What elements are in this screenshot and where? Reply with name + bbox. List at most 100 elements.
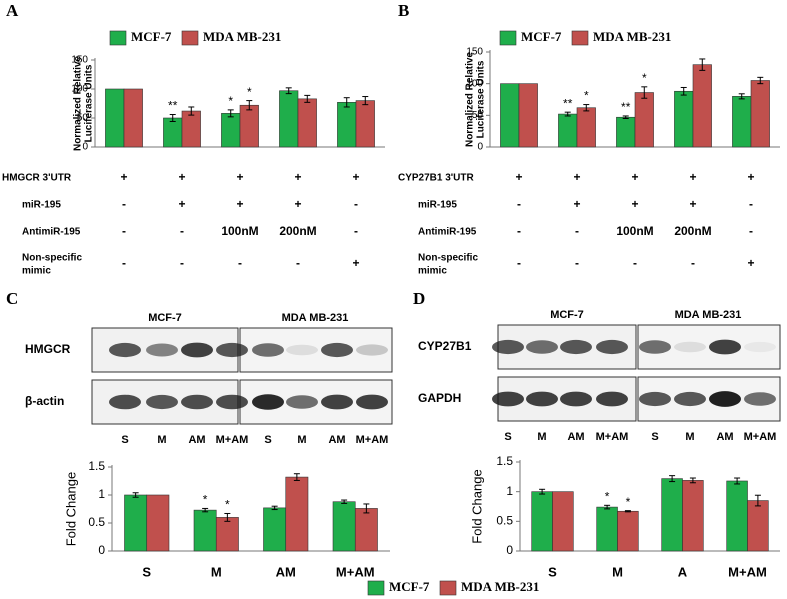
panel-label: A xyxy=(6,1,19,20)
table-cell: + xyxy=(294,170,301,184)
table-cell: - xyxy=(122,256,126,270)
blot-band xyxy=(181,394,213,410)
significance-mark: * xyxy=(584,89,589,103)
protein-label: GAPDH xyxy=(418,391,461,405)
table-cell: + xyxy=(631,170,638,184)
legend-swatch xyxy=(109,30,127,46)
bar xyxy=(558,113,578,148)
legend-label: MCF-7 xyxy=(389,579,430,594)
bar xyxy=(634,92,654,148)
x-tick-label: M xyxy=(211,564,222,579)
y-axis-label: Luciferase Units xyxy=(476,60,487,138)
blot-band xyxy=(286,395,318,409)
significance-mark: * xyxy=(247,85,252,99)
legend-swatch xyxy=(439,580,457,596)
table-cell: - xyxy=(575,224,579,238)
lane-label: S xyxy=(121,434,128,446)
bar xyxy=(674,90,694,148)
bar xyxy=(355,100,375,148)
row-label: AntimiR-195 xyxy=(418,227,477,238)
lane-label: AM xyxy=(716,431,733,443)
blot-band xyxy=(252,394,284,410)
table-cell: 100nM xyxy=(221,224,258,238)
y-axis-label: Normalized Relative xyxy=(73,56,84,151)
legend-swatch xyxy=(571,30,589,46)
lane-label: M xyxy=(685,431,694,443)
bar xyxy=(146,494,170,552)
blot-band xyxy=(492,391,524,407)
bar xyxy=(500,83,520,148)
table-cell: - xyxy=(122,224,126,238)
legend-label: MCF-7 xyxy=(131,29,172,44)
table-cell: - xyxy=(180,224,184,238)
table-cell: + xyxy=(689,170,696,184)
y-tick-label: 0.5 xyxy=(496,514,513,528)
bar xyxy=(193,509,217,552)
x-tick-label: AM xyxy=(276,564,296,579)
table-cell: 200nM xyxy=(279,224,316,238)
table-cell: - xyxy=(749,197,753,211)
lane-label: M+AM xyxy=(216,434,249,446)
legend-label: MCF-7 xyxy=(521,29,562,44)
legend-label: MDA MB-231 xyxy=(203,29,281,44)
bar xyxy=(332,501,356,552)
y-tick-label: 100 xyxy=(71,84,88,95)
x-tick-label: M+AM xyxy=(728,564,767,579)
cell-line-label: MCF-7 xyxy=(148,312,182,324)
table-cell: + xyxy=(178,170,185,184)
table-cell: - xyxy=(238,256,242,270)
blot-band xyxy=(674,341,706,353)
lane-label: M xyxy=(297,434,306,446)
blot-band xyxy=(356,344,388,356)
table-cell: - xyxy=(354,224,358,238)
blot-band xyxy=(744,392,776,406)
table-cell: - xyxy=(296,256,300,270)
x-tick-label: M xyxy=(612,564,623,579)
table-cell: + xyxy=(178,197,185,211)
bar xyxy=(682,480,704,552)
bar xyxy=(337,102,357,148)
lane-label: M xyxy=(157,434,166,446)
blot-band xyxy=(146,394,178,410)
table-cell: - xyxy=(691,256,695,270)
legend-label: MDA MB-231 xyxy=(593,29,671,44)
blot-band xyxy=(146,343,178,357)
blot-band xyxy=(639,391,671,407)
y-tick-label: 50 xyxy=(472,110,484,121)
panel-label: B xyxy=(398,1,409,20)
significance-mark: * xyxy=(626,495,631,509)
table-cell: - xyxy=(180,256,184,270)
legend-swatch xyxy=(499,30,517,46)
significance-mark: ** xyxy=(621,100,631,114)
table-cell: + xyxy=(294,197,301,211)
bar xyxy=(518,83,538,148)
row-label: HMGCR 3'UTR xyxy=(2,173,72,184)
bar xyxy=(750,80,770,148)
bar xyxy=(215,517,239,552)
table-cell: 100nM xyxy=(616,224,653,238)
table-cell: + xyxy=(120,170,127,184)
bar xyxy=(692,64,712,148)
bar xyxy=(616,116,636,148)
table-cell: + xyxy=(573,197,580,211)
table-cell: + xyxy=(747,256,754,270)
table-cell: 200nM xyxy=(674,224,711,238)
blot-band xyxy=(526,391,558,407)
table-cell: - xyxy=(354,197,358,211)
x-tick-label: S xyxy=(548,564,557,579)
lane-label: AM xyxy=(567,431,584,443)
significance-mark: * xyxy=(605,489,610,503)
table-cell: - xyxy=(517,197,521,211)
table-cell: + xyxy=(352,170,359,184)
protein-label: β-actin xyxy=(25,394,64,408)
bar xyxy=(576,107,596,148)
bar xyxy=(279,90,299,148)
blot-band xyxy=(181,342,213,358)
x-tick-label: S xyxy=(142,564,151,579)
blot-band xyxy=(709,391,741,407)
bar xyxy=(181,110,201,148)
blot-band xyxy=(109,342,141,358)
y-tick-label: 150 xyxy=(466,47,483,58)
bar xyxy=(123,88,143,148)
